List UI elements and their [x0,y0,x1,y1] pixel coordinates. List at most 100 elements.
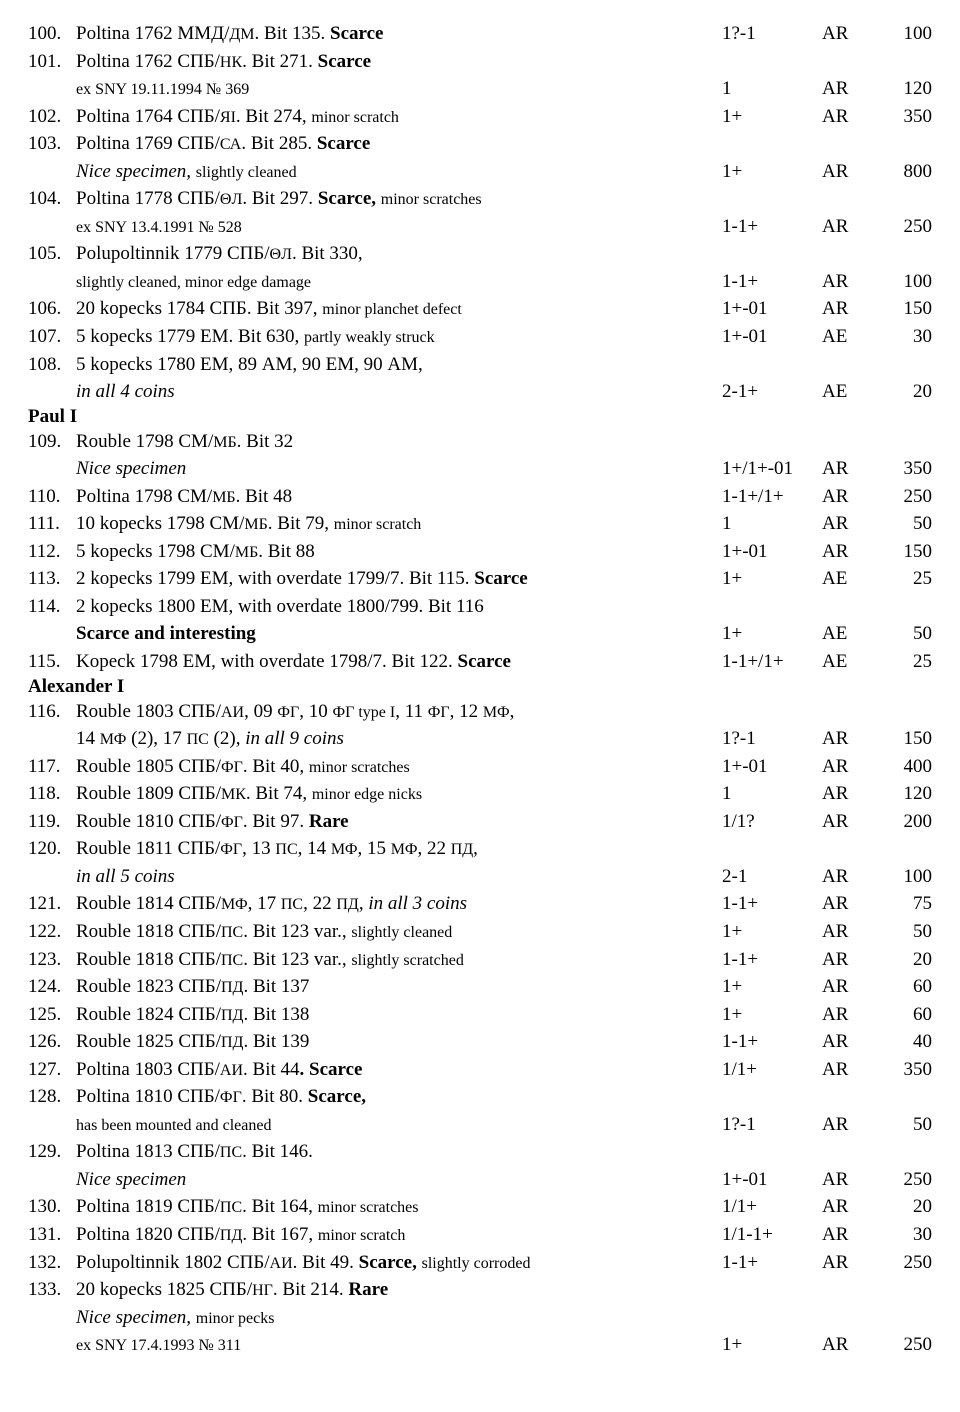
lot-number: 117. [28,753,76,781]
lot-number: 128. [28,1083,76,1111]
grade: 1+ [722,1001,822,1029]
lot-description: Poltina 1762 ММД/ДМ. Bit 135. Scarce [76,20,722,48]
lot-description: Scarce and interesting [76,620,722,648]
lot-row: Nice specimen, slightly cleaned1+AR800 [28,158,932,186]
price: 150 [882,295,932,323]
lot-row: 130.Poltina 1819 СПБ/ПС. Bit 164, minor … [28,1193,932,1221]
grade: 1+ [722,620,822,648]
lot-number: 110. [28,483,76,511]
lot-description: 20 kopecks 1784 СПБ. Bit 397, minor plan… [76,295,722,323]
lot-description: Nice specimen, slightly cleaned [76,158,722,186]
lot-description: Rouble 1814 СПБ/МФ, 17 ПС, 22 ПД, in all… [76,890,722,918]
price: 20 [882,946,932,974]
price: 100 [882,268,932,296]
metal: AR [822,538,882,566]
metal: AR [822,1221,882,1249]
price: 120 [882,780,932,808]
price: 50 [882,918,932,946]
lot-description: Poltina 1764 СПБ/ЯI. Bit 274, minor scra… [76,103,722,131]
metal: AR [822,1028,882,1056]
grade: 1+-01 [722,323,822,351]
lot-row: 104.Poltina 1778 СПБ/ΘЛ. Bit 297. Scarce… [28,185,932,213]
lot-description: Polupoltinnik 1802 СПБ/АИ. Bit 49. Scarc… [76,1249,722,1277]
lot-row: 118.Rouble 1809 СПБ/МК. Bit 74, minor ed… [28,780,932,808]
metal: AR [822,1193,882,1221]
grade: 1-1+/1+ [722,648,822,676]
lot-number: 131. [28,1221,76,1249]
metal: AE [822,620,882,648]
lot-description: Rouble 1823 СПБ/ПД. Bit 137 [76,973,722,1001]
lot-number: 109. [28,428,76,456]
metal: AR [822,780,882,808]
metal: AR [822,158,882,186]
lot-row: Nice specimen1+/1+-01AR350 [28,455,932,483]
grade: 1+-01 [722,1166,822,1194]
lot-number: 123. [28,946,76,974]
lot-number: 118. [28,780,76,808]
lot-description: Poltina 1798 СМ/МБ. Bit 48 [76,483,722,511]
lot-description: Rouble 1810 СПБ/ФГ. Bit 97. Rare [76,808,722,836]
lot-row: 105.Polupoltinnik 1779 СПБ/ΘЛ. Bit 330, [28,240,932,268]
lot-row: 133.20 kopecks 1825 СПБ/НГ. Bit 214. Rar… [28,1276,932,1304]
metal: AR [822,753,882,781]
lot-row: 107.5 kopecks 1779 ЕМ. Bit 630, partly w… [28,323,932,351]
lot-row: 116.Rouble 1803 СПБ/АИ, 09 ФГ, 10 ФГ typ… [28,698,932,726]
price: 350 [882,1056,932,1084]
lot-description: Poltina 1778 СПБ/ΘЛ. Bit 297. Scarce, mi… [76,185,722,213]
metal: AR [822,1331,882,1359]
lot-description: ex SNY 13.4.1991 № 528 [76,213,722,241]
lot-description: Rouble 1809 СПБ/МК. Bit 74, minor edge n… [76,780,722,808]
lot-number: 130. [28,1193,76,1221]
metal: AR [822,973,882,1001]
metal: AR [822,946,882,974]
lot-number: 105. [28,240,76,268]
lot-number: 126. [28,1028,76,1056]
lot-description: Rouble 1818 СПБ/ПС. Bit 123 var., slight… [76,918,722,946]
lot-row: Nice specimen, minor pecks [28,1304,932,1332]
price: 350 [882,103,932,131]
lot-number: 111. [28,510,76,538]
lot-row: 108.5 kopecks 1780 ЕМ, 89 АМ, 90 ЕМ, 90 … [28,351,932,379]
lot-number: 114. [28,593,76,621]
lot-row: 129.Poltina 1813 СПБ/ПС. Bit 146. [28,1138,932,1166]
price: 75 [882,890,932,918]
price: 100 [882,863,932,891]
lot-row: in all 4 coins2-1+AE20 [28,378,932,406]
lot-row: 103.Poltina 1769 СПБ/СА. Bit 285. Scarce [28,130,932,158]
metal: AR [822,213,882,241]
lot-description: 10 kopecks 1798 СМ/МБ. Bit 79, minor scr… [76,510,722,538]
price: 60 [882,1001,932,1029]
grade: 2-1+ [722,378,822,406]
lot-description: Rouble 1805 СПБ/ФГ. Bit 40, minor scratc… [76,753,722,781]
section-heading: Paul I [28,406,932,428]
price: 150 [882,725,932,753]
lot-description: Nice specimen [76,1166,722,1194]
lot-description: ex SNY 19.11.1994 № 369 [76,75,722,103]
price: 50 [882,1111,932,1139]
lot-description: Poltina 1813 СПБ/ПС. Bit 146. [76,1138,722,1166]
lot-description: has been mounted and cleaned [76,1111,722,1139]
metal: AR [822,918,882,946]
lot-description: Poltina 1819 СПБ/ПС. Bit 164, minor scra… [76,1193,722,1221]
lot-number: 108. [28,351,76,379]
metal: AR [822,483,882,511]
metal: AE [822,648,882,676]
grade: 1+ [722,103,822,131]
price: 50 [882,510,932,538]
lot-description: in all 5 coins [76,863,722,891]
price: 350 [882,455,932,483]
metal: AR [822,863,882,891]
lot-row: 117.Rouble 1805 СПБ/ФГ. Bit 40, minor sc… [28,753,932,781]
price: 25 [882,565,932,593]
grade: 1+ [722,158,822,186]
lot-row: 113.2 kopecks 1799 ЕМ, with overdate 179… [28,565,932,593]
grade: 1-1+ [722,890,822,918]
price: 60 [882,973,932,1001]
lot-row: 115.Kopeck 1798 ЕМ, with overdate 1798/7… [28,648,932,676]
lot-row: 106.20 kopecks 1784 СПБ. Bit 397, minor … [28,295,932,323]
lot-number: 106. [28,295,76,323]
grade: 1 [722,780,822,808]
metal: AR [822,103,882,131]
grade: 1-1+ [722,268,822,296]
price: 250 [882,1331,932,1359]
